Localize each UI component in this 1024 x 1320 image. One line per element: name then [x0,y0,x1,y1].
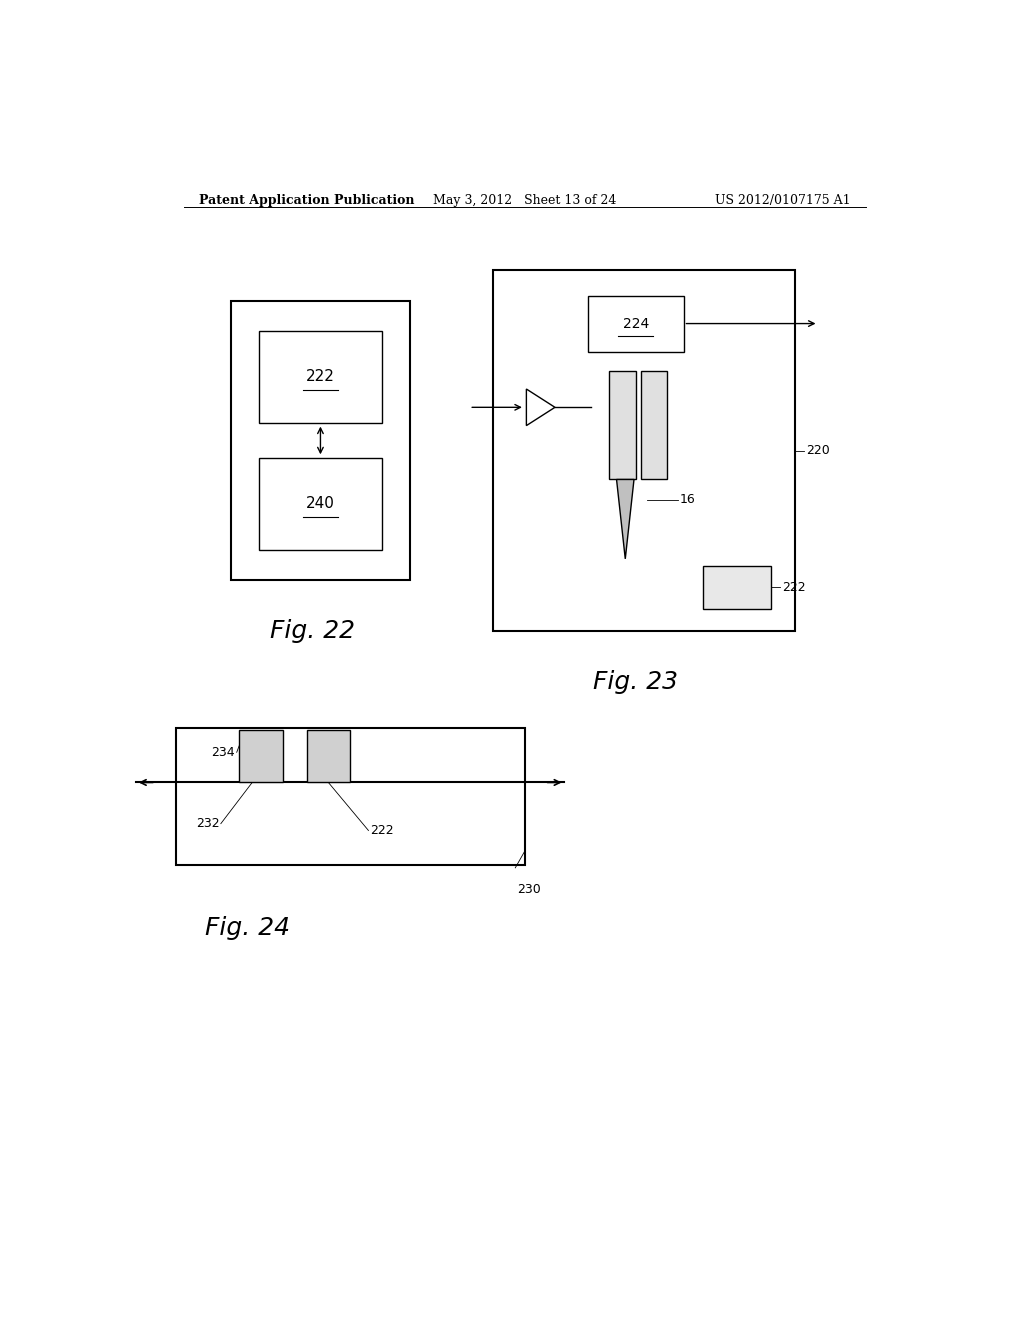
Text: US 2012/0107175 A1: US 2012/0107175 A1 [715,194,850,207]
Text: 222: 222 [370,824,393,837]
Text: 234: 234 [212,746,236,759]
Text: Patent Application Publication: Patent Application Publication [200,194,415,207]
Bar [176,727,524,865]
Text: 16: 16 [680,494,695,507]
Text: Fig. 24: Fig. 24 [205,916,290,940]
Bar [306,730,350,783]
Bar [494,271,795,631]
Bar [588,296,684,351]
Bar [240,730,283,783]
Polygon shape [616,479,634,558]
Bar [703,566,771,609]
Bar [231,301,410,581]
Text: 230: 230 [517,883,541,896]
Bar [259,458,382,549]
Bar [641,371,668,479]
Text: 224: 224 [623,317,649,330]
Text: Fig. 22: Fig. 22 [270,619,355,643]
Bar [609,371,636,479]
Text: May 3, 2012   Sheet 13 of 24: May 3, 2012 Sheet 13 of 24 [433,194,616,207]
Text: 220: 220 [806,444,829,457]
Text: Fig. 23: Fig. 23 [593,669,679,693]
Text: 240: 240 [306,496,335,511]
Bar [259,331,382,422]
Text: 232: 232 [196,817,219,830]
Text: 222: 222 [782,581,806,594]
Text: 222: 222 [306,370,335,384]
